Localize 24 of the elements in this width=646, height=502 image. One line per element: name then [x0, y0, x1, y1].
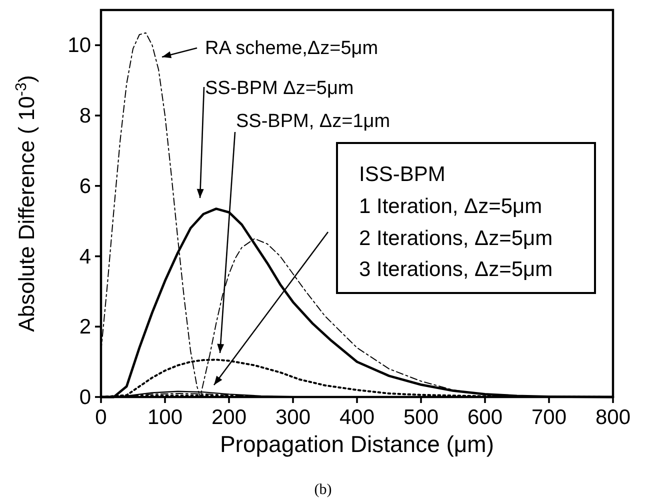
annotation: SS-BPM, Δz=1μm [236, 111, 390, 132]
annotation: 1 Iteration, Δz=5μm [359, 195, 542, 218]
annotation: ISS-BPM [359, 163, 446, 186]
y-tick-label: 4 [79, 245, 92, 268]
x-tick-label: 100 [147, 406, 183, 429]
x-tick-label: 400 [339, 406, 375, 429]
x-tick-label: 500 [403, 406, 439, 429]
x-axis-title: Propagation Distance (μm) [220, 431, 494, 457]
x-tick-label: 200 [211, 406, 247, 429]
x-tick-label: 0 [95, 406, 107, 429]
x-tick-label: 700 [531, 406, 567, 429]
y-tick-label: 10 [68, 34, 91, 58]
annotation: 3 Iterations, Δz=5μm [359, 258, 553, 281]
annotation: SS-BPM Δz=5μm [205, 78, 354, 99]
y-tick-label: 0 [79, 386, 91, 409]
y-tick-label: 8 [79, 104, 91, 128]
y-tick-label: 6 [79, 174, 91, 198]
annotation: RA scheme,Δz=5μm [205, 38, 378, 59]
annotation: 2 Iterations, Δz=5μm [359, 227, 553, 250]
y-tick-label: 2 [79, 316, 91, 339]
x-tick-label: 800 [595, 406, 631, 429]
text: (b) [314, 482, 332, 498]
x-tick-label: 600 [467, 406, 503, 429]
x-tick-label: 300 [275, 406, 311, 429]
